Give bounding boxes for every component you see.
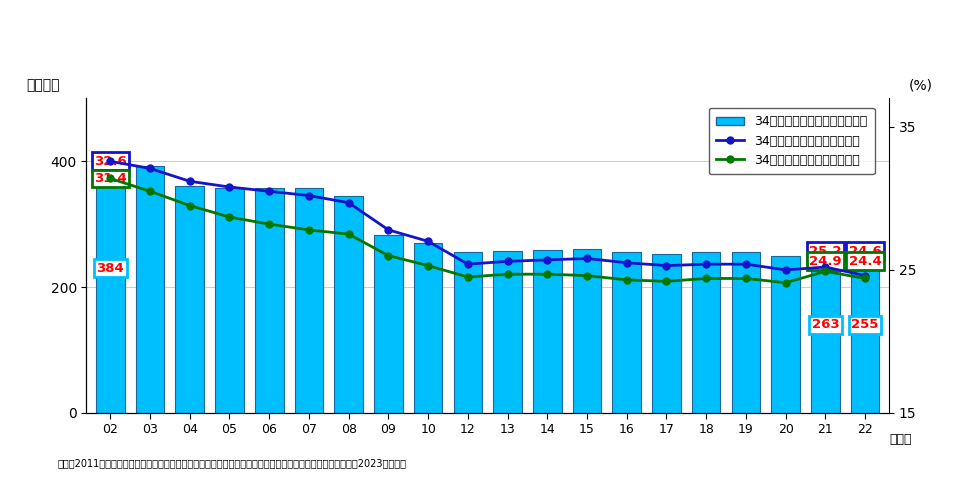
Text: 24.4: 24.4	[849, 255, 881, 268]
Bar	[811, 247, 840, 413]
Text: 384: 384	[96, 262, 124, 275]
Text: 24.9: 24.9	[809, 255, 842, 268]
Bar	[533, 250, 561, 413]
Bar	[176, 186, 204, 413]
Text: 263: 263	[811, 318, 839, 331]
Text: 備考：2011年は、東日本大震災の影響により、全国集計結果が存在しない。　資料：総務省「労働力調査」（2023年３月）: 備考：2011年は、東日本大震災の影響により、全国集計結果が存在しない。 資料：…	[58, 458, 407, 468]
Bar	[653, 254, 680, 413]
Bar	[612, 252, 641, 413]
Bar	[414, 243, 442, 413]
Bar	[295, 188, 323, 413]
Bar	[215, 188, 244, 413]
Bar	[374, 236, 403, 413]
Bar	[493, 251, 522, 413]
Bar	[692, 252, 721, 413]
Bar	[454, 252, 482, 413]
Bar	[255, 188, 283, 413]
Bar	[850, 252, 879, 413]
Bar	[731, 252, 760, 413]
Text: (%): (%)	[909, 78, 933, 92]
Bar	[136, 166, 164, 413]
Text: 31.4: 31.4	[94, 172, 127, 185]
Text: 255: 255	[851, 318, 878, 331]
Legend: 34歳以下の就業者数（製造業）, 34歳以下の割合　（全産業）, 34歳以下の割合　（製造業）: 34歳以下の就業者数（製造業）, 34歳以下の割合 （全産業）, 34歳以下の割…	[709, 108, 875, 174]
Bar	[573, 249, 602, 413]
Text: （万人）: （万人）	[26, 78, 60, 92]
Text: 24.6: 24.6	[849, 245, 881, 258]
Text: （年）: （年）	[889, 433, 911, 446]
Bar	[96, 171, 125, 413]
Text: 25.2: 25.2	[809, 245, 842, 258]
Text: 32.6: 32.6	[94, 155, 127, 168]
Text: 図2　若年就業者（34歳以下）数の推移（全産業/製造業）: 図2 若年就業者（34歳以下）数の推移（全産業/製造業）	[337, 44, 619, 62]
Bar	[334, 196, 363, 413]
Bar	[772, 256, 800, 413]
